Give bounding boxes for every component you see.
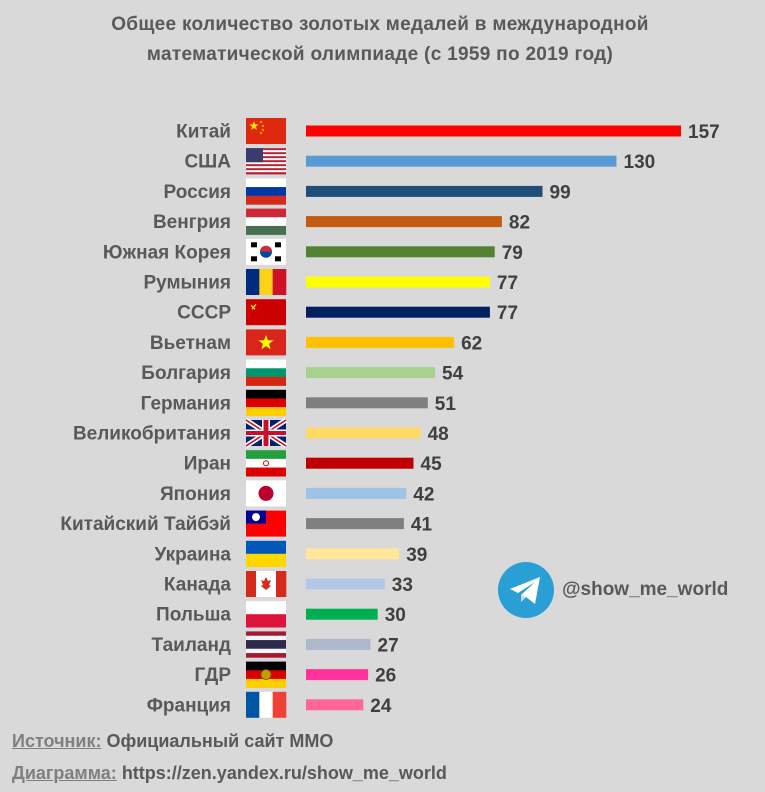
thailand-flag-icon: [246, 631, 286, 658]
category-label: Канада: [164, 575, 231, 596]
bar-chart: Китай 157 США 130 Россия 99 Венгрия 82 Южная Кор…: [60, 118, 720, 718]
uk-flag-icon: [244, 417, 288, 449]
value-label: 27: [378, 635, 399, 656]
category-label: Россия: [164, 182, 231, 203]
source-value: Официальный сайт ММО: [101, 731, 334, 751]
value-label: 99: [550, 182, 571, 203]
category-label: Южная Корея: [103, 242, 231, 263]
japan-flag-icon: [246, 480, 286, 507]
category-label: Франция: [147, 695, 231, 716]
value-label: 41: [411, 515, 433, 536]
poland-flag-icon: [246, 601, 286, 628]
diagram-line: Диаграмма: https://zen.yandex.ru/show_me…: [12, 763, 447, 784]
category-label: США: [184, 152, 231, 173]
ukraine-flag-icon: [246, 540, 286, 568]
category-label: Румыния: [143, 273, 231, 294]
diagram-key: Диаграмма:: [12, 763, 117, 783]
bar: [306, 518, 404, 530]
germany-flag-icon: [246, 389, 286, 417]
value-label: 51: [435, 394, 457, 415]
value-label: 79: [502, 243, 523, 264]
value-label: 54: [442, 364, 464, 385]
category-label: СССР: [177, 303, 231, 324]
bar: [306, 427, 421, 439]
value-label: 30: [385, 605, 406, 626]
telegram-icon: [498, 562, 554, 618]
russia-flag-icon: [246, 178, 286, 205]
category-label: Таиланд: [151, 635, 231, 656]
category-label: Великобритания: [73, 424, 231, 445]
value-label: 24: [370, 696, 392, 717]
value-label: 33: [392, 575, 413, 596]
value-label: 77: [497, 303, 518, 324]
category-label: ГДР: [194, 665, 231, 686]
taiwan-flag-icon: [246, 510, 286, 537]
hungary-flag-icon: [246, 208, 286, 235]
value-label: 45: [421, 454, 443, 475]
ussr-flag-icon: [246, 299, 286, 326]
value-label: 157: [688, 122, 720, 143]
bar: [306, 246, 495, 258]
bar: [306, 548, 400, 560]
south-korea-flag-icon: [246, 238, 286, 265]
bar: [306, 397, 428, 409]
category-label: Китайский Тайбэй: [60, 514, 231, 535]
bar: [306, 336, 455, 348]
diagram-url[interactable]: https://zen.yandex.ru/show_me_world: [116, 763, 447, 783]
value-label: 77: [497, 273, 518, 294]
source-line: Источник: Официальный сайт ММО: [12, 731, 333, 752]
value-label: 26: [375, 666, 396, 687]
bar: [306, 306, 490, 318]
bar: [306, 216, 502, 228]
bar: [306, 185, 543, 197]
bar: [306, 608, 378, 620]
category-label: Иран: [184, 454, 231, 475]
category-label: Польша: [156, 605, 231, 626]
telegram-badge[interactable]: @show_me_world: [498, 562, 728, 618]
category-label: Китай: [176, 122, 231, 143]
category-label: Вьетнам: [150, 333, 231, 354]
bar: [306, 155, 617, 167]
category-label: Украина: [154, 544, 231, 565]
value-label: 42: [413, 484, 434, 505]
vietnam-flag-icon: [246, 329, 286, 356]
china-flag-icon: [246, 118, 286, 144]
value-label: 48: [428, 424, 449, 445]
usa-flag-icon: [246, 148, 286, 175]
france-flag-icon: [246, 691, 287, 718]
bulgaria-flag-icon: [246, 359, 286, 386]
category-label: Болгария: [141, 363, 231, 384]
gdr-flag-icon: [246, 661, 286, 688]
value-label: 82: [509, 213, 530, 234]
chart-title: Общее количество золотых медалей в между…: [111, 14, 649, 65]
category-label: Япония: [160, 484, 231, 505]
bar: [306, 487, 407, 499]
bar: [306, 669, 369, 681]
category-label: Венгрия: [153, 212, 231, 233]
bar: [306, 125, 681, 137]
bar: [306, 578, 385, 590]
bar: [306, 276, 490, 288]
value-label: 62: [461, 333, 482, 354]
source-key: Источник:: [12, 731, 102, 751]
value-label: 130: [624, 152, 656, 173]
iran-flag-icon: [246, 450, 286, 477]
value-label: 39: [406, 545, 427, 566]
bar: [306, 638, 371, 650]
telegram-handle: @show_me_world: [562, 579, 729, 600]
bar: [306, 367, 435, 379]
bar: [306, 457, 414, 469]
category-label: Германия: [141, 393, 231, 414]
romania-flag-icon: [246, 269, 287, 295]
bar: [306, 699, 364, 711]
canada-flag-icon: [246, 571, 287, 597]
